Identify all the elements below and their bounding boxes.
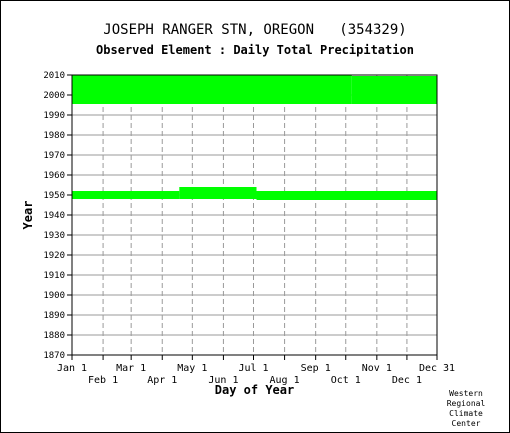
- x-tick-label: Nov 1: [362, 363, 392, 374]
- y-tick-label: 2010: [43, 71, 65, 81]
- data-coverage-band: [72, 191, 180, 199]
- x-tick-label: Feb 1: [88, 375, 118, 386]
- y-tick-label: 1960: [43, 171, 65, 181]
- data-coverage-band: [179, 187, 257, 199]
- y-tick-label: 1980: [43, 131, 65, 141]
- x-tick-label: Apr 1: [147, 375, 177, 386]
- y-tick-label: 1990: [43, 111, 65, 121]
- y-tick-label: 1920: [43, 251, 65, 261]
- data-layer: [72, 75, 437, 200]
- y-tick-label: 1950: [43, 191, 65, 201]
- y-tick-label: 2000: [43, 91, 65, 101]
- x-tick-label: Jun 1: [208, 375, 238, 386]
- chart-title: JOSEPH RANGER STN, OREGON (354329): [103, 22, 407, 38]
- grid-layer: [72, 75, 437, 355]
- credit-line-4: Center: [451, 419, 481, 428]
- data-coverage-band: [72, 75, 352, 104]
- y-tick-label: 1910: [43, 271, 65, 281]
- y-tick-label: 1940: [43, 211, 65, 221]
- credit-line-1: Western: [449, 389, 483, 398]
- y-axis-label: Year: [21, 201, 35, 230]
- credit-line-2: Regional: [446, 399, 486, 408]
- x-tick-label: Aug 1: [270, 375, 300, 386]
- y-tick-label: 1970: [43, 151, 65, 161]
- x-tick-label: Sep 1: [301, 363, 331, 374]
- x-tick-label: Jul 1: [238, 363, 268, 374]
- x-tick-label: Mar 1: [116, 363, 146, 374]
- credit-line-3: Climate: [449, 409, 483, 418]
- y-tick-label: 1900: [43, 291, 65, 301]
- x-tick-label: Jan 1: [57, 363, 87, 374]
- x-tick-label: Dec 31: [419, 363, 455, 374]
- label-layer: 1870 1880 1890 1900 1910 1920 1930 1940 1950 1960…: [21, 71, 455, 397]
- y-tick-label: 1880: [43, 331, 65, 341]
- y-tick-label: 1930: [43, 231, 65, 241]
- chart-subtitle: Observed Element : Daily Total Precipita…: [96, 43, 414, 57]
- data-coverage-band: [351, 76, 437, 104]
- x-tick-label: May 1: [177, 363, 207, 374]
- y-tick-label: 1890: [43, 311, 65, 321]
- data-coverage-band: [256, 191, 437, 200]
- x-axis-label: Day of Year: [215, 383, 294, 397]
- x-tick-label: Oct 1: [331, 375, 361, 386]
- y-tick-label: 1870: [43, 351, 65, 361]
- axis-layer: [67, 74, 438, 360]
- credit-label: Western Regional Climate Center: [436, 389, 496, 429]
- x-tick-label: Dec 1: [392, 375, 422, 386]
